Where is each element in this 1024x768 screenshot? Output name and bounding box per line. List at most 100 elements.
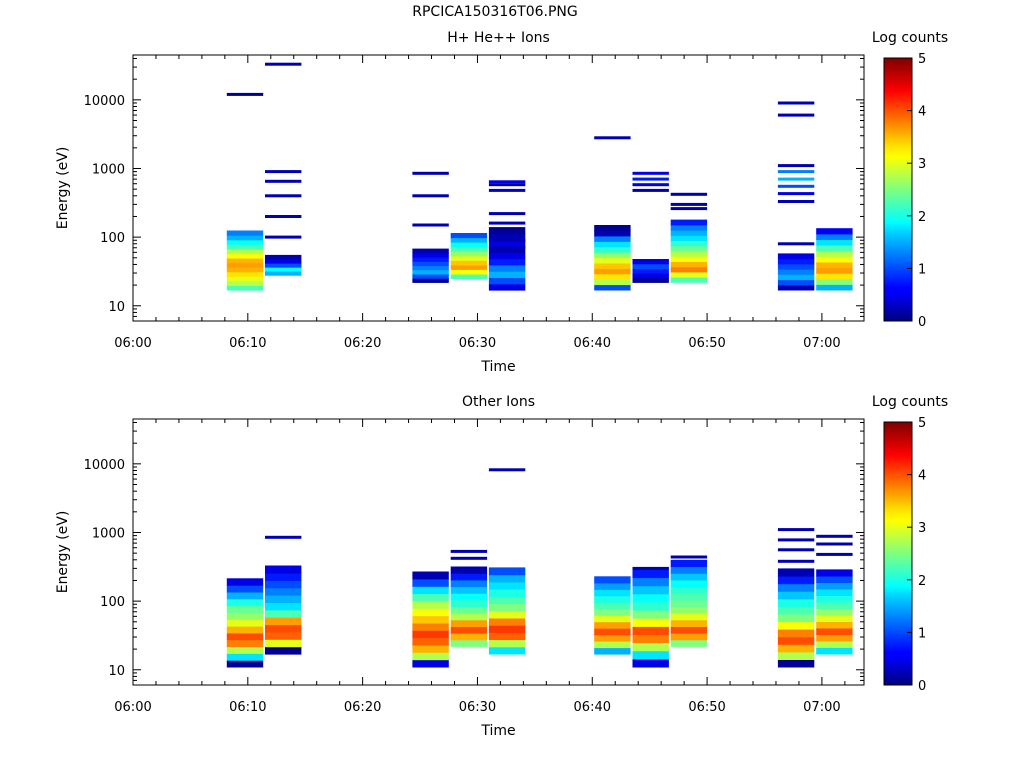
colorbar-tick-label: 3 — [918, 157, 926, 172]
spectrogram-cell — [594, 279, 631, 286]
spectrogram-line — [488, 468, 526, 472]
spectrogram-cell — [226, 262, 264, 268]
spectrogram-cell — [450, 573, 488, 581]
spectrogram-cell — [816, 245, 853, 252]
spectrogram-line — [632, 183, 669, 187]
spectrogram-cell — [816, 582, 853, 590]
spectrogram-line — [450, 549, 488, 553]
spectrogram-cell — [450, 639, 488, 647]
spectrogram-cell — [226, 591, 264, 600]
x-tick-label: 06:40 — [574, 336, 611, 351]
colorbar: 0 1 2 3 4 5 — [883, 416, 926, 694]
spectrogram-cell — [412, 593, 449, 602]
spectrogram-cell — [226, 280, 264, 286]
spectrogram-cell — [670, 235, 708, 242]
spectrogram-line — [777, 528, 815, 532]
spectrogram-cell — [488, 603, 526, 612]
y-axis-label: Energy (eV) — [55, 511, 71, 594]
spectrogram-line — [488, 246, 526, 250]
spectrogram-cell — [265, 254, 302, 260]
spectrogram-cell — [226, 230, 264, 236]
spectrogram-cell — [777, 568, 815, 577]
spectrogram-cell — [265, 631, 302, 640]
spectrogram-cell — [816, 595, 853, 603]
spectrogram-cell — [226, 626, 264, 634]
spectrogram-line — [670, 207, 708, 211]
spectrogram-cell — [265, 259, 302, 264]
spectrogram-cell — [488, 639, 526, 648]
spectrogram-cell — [226, 244, 264, 250]
colorbar-tick-label: 5 — [918, 416, 926, 431]
spectrogram-cell — [594, 615, 631, 623]
spectrogram-cell — [265, 572, 302, 581]
plot-frame — [132, 418, 865, 686]
spectrogram-cell — [412, 278, 449, 283]
spectrogram-cell — [412, 586, 449, 595]
x-axis-label: Time — [480, 723, 515, 739]
spectrogram-cell — [670, 606, 708, 614]
spectrogram-line — [777, 559, 815, 563]
spectrogram-cell — [488, 581, 526, 590]
spectrogram-cell — [488, 252, 526, 260]
spectrogram-cell — [670, 633, 708, 641]
spectrogram-cell — [777, 598, 815, 607]
spectrogram-cell — [226, 239, 264, 245]
spectrogram-cell — [412, 615, 449, 624]
spectrogram-cell — [777, 613, 815, 623]
spectrogram-cell — [632, 642, 669, 652]
spectrogram-cell — [488, 277, 526, 285]
spectrogram-cell — [816, 239, 853, 246]
spectrogram-cell — [777, 263, 815, 270]
spectrogram-cell — [412, 257, 449, 262]
spectrogram-cell — [670, 250, 708, 257]
colorbar: 0 1 2 3 4 5 — [883, 52, 926, 330]
y-tick-label: 100 — [100, 595, 125, 610]
spectrogram-cell — [632, 626, 669, 635]
spectrogram-cell — [777, 279, 815, 286]
spectrogram-cell — [226, 632, 264, 641]
spectrogram-cell — [777, 621, 815, 630]
y-tick-label: 10000 — [84, 458, 125, 473]
spectrogram-line — [594, 136, 631, 140]
spectrogram-cell — [226, 253, 264, 259]
spectrogram-cell — [777, 651, 815, 660]
x-tick-label: 06:00 — [114, 700, 151, 715]
colorbar-tick-label: 2 — [918, 574, 926, 589]
spectrogram-cell — [450, 586, 488, 594]
spectrogram-cell — [594, 641, 631, 649]
colorbar-tick-label: 3 — [918, 521, 926, 536]
spectrogram-cell — [777, 659, 815, 668]
spectrogram-cell — [670, 579, 708, 588]
spectrogram-line — [816, 534, 853, 538]
spectrogram-cell — [816, 621, 853, 629]
spectrogram-cell — [594, 252, 631, 259]
spectrogram-cell — [265, 580, 302, 589]
spectrogram-cell — [488, 283, 526, 291]
x-tick-label: 06:50 — [688, 700, 725, 715]
spectrogram-line — [632, 171, 669, 175]
spectrogram-cell — [488, 574, 526, 583]
spectrogram-cell — [412, 261, 449, 266]
y-tick-label: 10000 — [84, 94, 125, 109]
spectrogram-line — [670, 202, 708, 206]
spectrogram-cell — [488, 239, 526, 247]
spectrogram-cell — [777, 636, 815, 645]
spectrogram-line — [777, 538, 815, 542]
spectrogram-cell — [488, 567, 526, 576]
spectrogram-cell — [632, 273, 669, 279]
spectrogram-cell — [226, 285, 264, 291]
spectrogram-cell — [488, 271, 526, 278]
spectrogram-cell — [265, 602, 302, 611]
spectrogram-cell — [450, 626, 488, 634]
spectrogram-cell — [488, 617, 526, 626]
x-tick-label: 06:20 — [344, 700, 381, 715]
spectrogram-cell — [450, 613, 488, 621]
colorbar-tick-label: 1 — [918, 626, 926, 641]
panel-title: H+ He++ Ions — [447, 30, 550, 46]
y-tick-label: 10 — [108, 664, 125, 679]
x-tick-label: 06:10 — [229, 336, 266, 351]
spectrogram-cell — [226, 578, 264, 586]
spectrogram-cell — [265, 587, 302, 596]
spectrogram-cell — [594, 634, 631, 642]
